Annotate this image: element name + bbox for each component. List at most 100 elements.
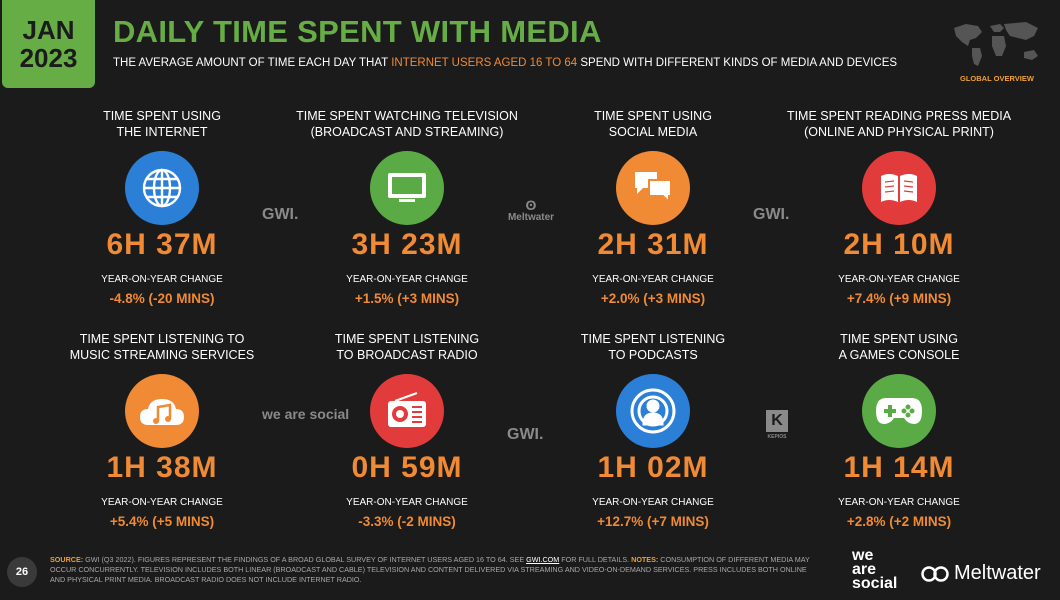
section-label: GLOBAL OVERVIEW [960, 74, 1034, 83]
logo-social: social [852, 575, 898, 592]
yoy-label: YEAR-ON-YEAR CHANGE [346, 497, 468, 508]
stat-tile: TIME SPENT USING SOCIAL MEDIA 2H 31M YEAR-O… [538, 108, 768, 318]
wearesocial-text: we are social [262, 406, 350, 422]
stat-tile: TIME SPENT WATCHING TELEVISION (BROADCAST… [292, 108, 522, 318]
podcast-icon [616, 374, 690, 448]
tile-label-line-1: TIME SPENT LISTENING [334, 332, 480, 346]
tile-label-line-2: TO PODCASTS [608, 348, 698, 362]
source-logo-gwi: GWI. [753, 206, 790, 223]
tile-label-line-1: TIME SPENT LISTENING [580, 332, 726, 346]
tile-label: TIME SPENT LISTENING TO MUSIC STREAMING S… [47, 331, 277, 363]
page-number: 26 [7, 557, 37, 587]
chat-bubbles-icon [616, 151, 690, 225]
source-logo-gwi: GWI. [262, 206, 299, 223]
subtitle-text-end: SPEND WITH DIFFERENT KINDS OF MEDIA AND … [577, 57, 898, 69]
source-label: SOURCE: [50, 555, 84, 564]
television-icon [370, 151, 444, 225]
badge-year: 2023 [19, 43, 78, 73]
tile-label: TIME SPENT USING THE INTERNET [47, 108, 277, 140]
yoy-change: +2.0% (+3 MINS) [600, 291, 706, 306]
source-logo-wearesocial: we are social [262, 407, 349, 421]
yoy-change: +2.8% (+2 MINS) [846, 514, 952, 529]
stat-tile: TIME SPENT READING PRESS MEDIA (ONLINE AN… [784, 108, 1014, 318]
time-value: 1H 14M [843, 451, 955, 484]
tile-label-line-1: TIME SPENT USING [103, 109, 221, 123]
time-value: 1H 38M [106, 451, 218, 484]
gamepad-icon [862, 374, 936, 448]
music-cloud-icon [125, 374, 199, 448]
meltwater-mark-icon: ʘ [525, 197, 537, 213]
yoy-label: YEAR-ON-YEAR CHANGE [592, 274, 714, 285]
logo-we: we [852, 547, 874, 564]
tile-label-line-1: TIME SPENT LISTENING TO [79, 332, 245, 346]
globe-icon [125, 151, 199, 225]
we-are-social-logo: we are social [852, 547, 898, 592]
stat-tile: TIME SPENT LISTENING TO PODCASTS 1H 02M YEA… [538, 331, 768, 541]
stat-tile: TIME SPENT LISTENING TO BROADCAST RADIO 0H… [292, 331, 522, 541]
time-value: 2H 10M [843, 228, 955, 261]
tile-label-line-2: (BROADCAST AND STREAMING) [310, 125, 504, 139]
tile-label-line-1: TIME SPENT READING PRESS MEDIA [786, 109, 1012, 123]
time-value: 2H 31M [597, 228, 709, 261]
tile-label-line-2: THE INTERNET [116, 125, 208, 139]
tile-label: TIME SPENT WATCHING TELEVISION (BROADCAST… [292, 108, 522, 140]
stat-tile: TIME SPENT LISTENING TO MUSIC STREAMING S… [47, 331, 277, 541]
meltwater-text: Meltwater [507, 212, 555, 223]
tile-label-line-2: SOCIAL MEDIA [608, 125, 698, 139]
tile-label-line-2: MUSIC STREAMING SERVICES [69, 348, 255, 362]
yoy-label: YEAR-ON-YEAR CHANGE [346, 274, 468, 285]
tile-label: TIME SPENT USING A GAMES CONSOLE [784, 331, 1014, 363]
yoy-label: YEAR-ON-YEAR CHANGE [101, 497, 223, 508]
yoy-label: YEAR-ON-YEAR CHANGE [592, 497, 714, 508]
yoy-label: YEAR-ON-YEAR CHANGE [838, 274, 960, 285]
yoy-change: +12.7% (+7 MINS) [597, 514, 709, 529]
subtitle-text: THE AVERAGE AMOUNT OF TIME EACH DAY THAT [113, 57, 392, 69]
meltwater-logo-text: Meltwater [954, 562, 1041, 584]
stat-tile: TIME SPENT USING A GAMES CONSOLE 1H 14M YEA… [784, 331, 1014, 541]
source-logo-gwi: GWI. [507, 426, 544, 443]
tile-label-line-1: TIME SPENT WATCHING TELEVISION [296, 109, 518, 123]
notes-text: CONSUMPTION OF DIFFERENT MEDIA MAY OCCUR… [50, 555, 810, 584]
tile-label-line-1: TIME SPENT USING [594, 109, 712, 123]
time-value: 3H 23M [351, 228, 463, 261]
subtitle-highlight: INTERNET USERS AGED 16 TO 64 [391, 57, 578, 69]
page-title: DAILY TIME SPENT WITH MEDIA [113, 14, 602, 49]
footnote: SOURCE: GWI (Q3 2022). FIGURES REPRESENT… [50, 555, 810, 585]
yoy-change: -4.8% (-20 MINS) [109, 291, 215, 306]
tile-label-line-2: TO BROADCAST RADIO [336, 348, 478, 362]
yoy-change: +5.4% (+5 MINS) [109, 514, 215, 529]
meltwater-logo: Meltwater [920, 562, 1041, 585]
tile-label: TIME SPENT LISTENING TO BROADCAST RADIO [292, 331, 522, 363]
source-logo-kepios: K KEPIOS [760, 410, 794, 440]
meltwater-mark-icon [921, 565, 949, 582]
yoy-change: +7.4% (+9 MINS) [846, 291, 952, 306]
tile-label: TIME SPENT READING PRESS MEDIA (ONLINE AN… [784, 108, 1014, 140]
page-subtitle: THE AVERAGE AMOUNT OF TIME EACH DAY THAT… [113, 57, 897, 69]
source-text-2: FOR FULL DETAILS. [559, 555, 632, 564]
date-badge: JAN 2023 [2, 0, 95, 88]
tile-label-line-1: TIME SPENT USING [840, 332, 958, 346]
yoy-label: YEAR-ON-YEAR CHANGE [101, 274, 223, 285]
kepios-mark-icon: K [766, 410, 788, 432]
time-value: 6H 37M [106, 228, 218, 261]
source-logo-meltwater: ʘ Meltwater [502, 198, 560, 223]
stat-tile: TIME SPENT USING THE INTERNET 6H 37M YEAR-O… [47, 108, 277, 318]
tile-label-line-2: A GAMES CONSOLE [838, 348, 960, 362]
logo-are: are [852, 561, 877, 578]
badge-month: JAN [22, 15, 75, 45]
world-map-icon [954, 22, 1038, 66]
time-value: 1H 02M [597, 451, 709, 484]
yoy-change: +1.5% (+3 MINS) [354, 291, 460, 306]
tile-label-line-2: (ONLINE AND PHYSICAL PRINT) [804, 125, 994, 139]
notes-label: NOTES: [631, 555, 659, 564]
tile-label: TIME SPENT LISTENING TO PODCASTS [538, 331, 768, 363]
source-text: GWI (Q3 2022). FIGURES REPRESENT THE FIN… [83, 555, 527, 564]
source-link[interactable]: GWI.COM [526, 555, 560, 564]
yoy-change: -3.3% (-2 MINS) [358, 514, 456, 529]
open-book-icon [862, 151, 936, 225]
yoy-label: YEAR-ON-YEAR CHANGE [838, 497, 960, 508]
radio-icon [370, 374, 444, 448]
tile-label: TIME SPENT USING SOCIAL MEDIA [538, 108, 768, 140]
kepios-text: KEPIOS [767, 434, 787, 440]
time-value: 0H 59M [351, 451, 463, 484]
